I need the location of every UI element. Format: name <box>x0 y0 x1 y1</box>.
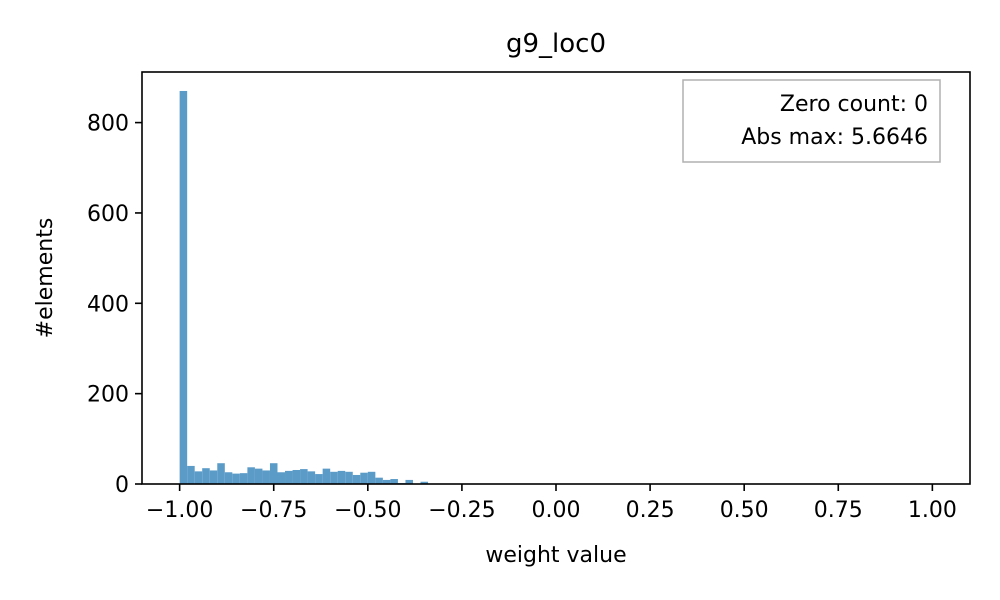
y-tick-label: 400 <box>87 292 129 317</box>
histogram-bar <box>187 465 195 484</box>
histogram-bar <box>179 90 188 484</box>
legend-line-zero-count: Zero count: 0 <box>780 92 928 117</box>
histogram-bar <box>405 479 413 484</box>
histogram-bar <box>277 472 286 484</box>
x-tick-label: 0.75 <box>814 498 863 523</box>
chart-title: g9_loc0 <box>506 29 606 59</box>
histogram-bar <box>345 471 353 484</box>
histogram-bar <box>285 470 293 484</box>
histogram-bar <box>330 471 338 484</box>
histogram-bar <box>254 468 263 484</box>
y-tick-label: 600 <box>87 202 129 227</box>
y-tick-label: 0 <box>115 473 129 498</box>
histogram-bar <box>232 473 240 484</box>
legend-box: Zero count: 0 Abs max: 5.6646 <box>682 79 941 163</box>
histogram-bar <box>382 479 391 484</box>
x-tick-label: −0.75 <box>240 498 307 523</box>
histogram-bar <box>337 470 346 484</box>
histogram-bar <box>352 474 361 484</box>
x-tick-label: 0.00 <box>532 498 581 523</box>
histogram-bar <box>247 467 255 484</box>
x-tick-label: −0.50 <box>334 498 401 523</box>
histogram-bar <box>239 473 248 484</box>
histogram-bar <box>292 469 301 484</box>
histogram-bar <box>202 468 210 484</box>
y-axis-ticks: 0 200 400 600 800 <box>87 112 142 498</box>
histogram-bar <box>420 481 429 484</box>
histogram-bar <box>194 471 203 484</box>
x-tick-label: −0.25 <box>428 498 495 523</box>
histogram-bar <box>315 474 323 484</box>
y-axis-label: #elements <box>33 218 58 339</box>
histogram-bar <box>300 469 308 484</box>
y-tick-label: 200 <box>87 383 129 408</box>
histogram-bar <box>307 471 316 484</box>
x-tick-label: 0.25 <box>626 498 675 523</box>
histogram-bar <box>269 463 278 484</box>
histogram-bar <box>217 463 225 484</box>
x-axis-label: weight value <box>485 543 626 568</box>
x-tick-label: 0.50 <box>720 498 769 523</box>
histogram-bars <box>179 90 429 484</box>
histogram-bar <box>375 477 383 484</box>
histogram-bar <box>209 470 218 484</box>
x-tick-label: 1.00 <box>908 498 957 523</box>
y-tick-label: 800 <box>87 112 129 137</box>
histogram-bar <box>322 468 331 484</box>
x-axis-ticks: −1.00 −0.75 −0.50 −0.25 0.00 0.25 0.50 0.75 1.00 <box>146 484 957 523</box>
histogram-bar <box>224 472 233 484</box>
x-tick-label: −1.00 <box>146 498 213 523</box>
histogram-bar <box>390 479 398 484</box>
histogram-bar <box>262 470 270 484</box>
histogram-bar <box>360 472 368 484</box>
histogram-bar <box>367 471 376 484</box>
legend-frame <box>682 79 941 163</box>
legend-line-abs-max: Abs max: 5.6646 <box>741 125 928 150</box>
